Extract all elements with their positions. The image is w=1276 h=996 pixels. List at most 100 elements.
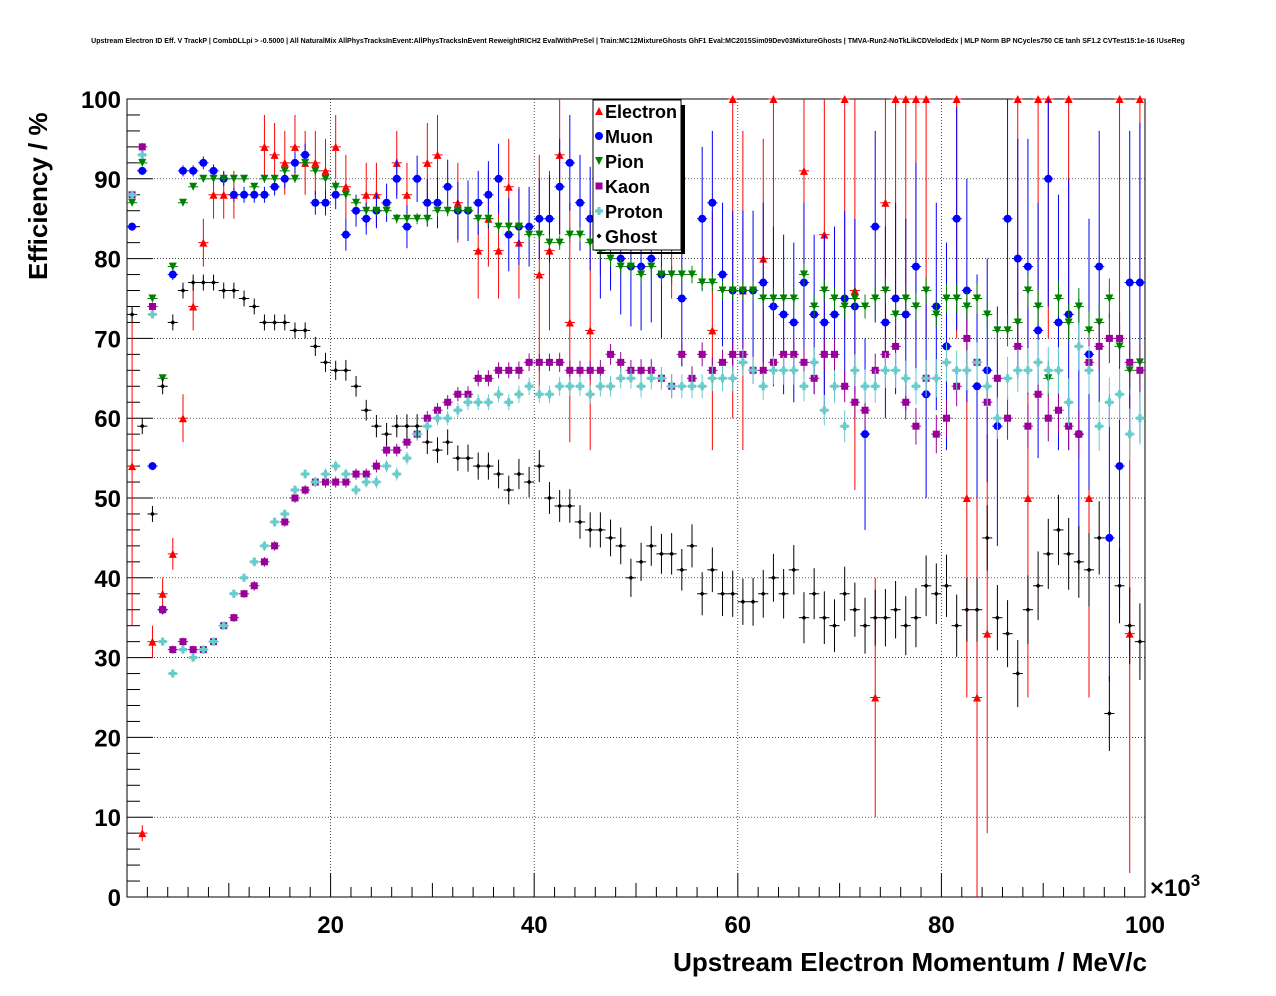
grid-lines: [127, 99, 1145, 897]
ghost-point: [666, 533, 677, 575]
ghost-marker: [200, 280, 206, 286]
proton-marker: [769, 366, 778, 375]
ghost-marker: [730, 591, 736, 597]
proton-point: [615, 367, 626, 389]
proton-point: [188, 653, 199, 662]
ghost-point: [1022, 575, 1034, 645]
ghost-point: [289, 322, 301, 339]
ghost-point: [615, 527, 626, 565]
muon-point: [819, 234, 830, 411]
kaon-point: [931, 415, 942, 454]
ghost-marker: [882, 615, 888, 621]
ghost-marker: [933, 591, 939, 597]
ghost-point: [788, 545, 799, 595]
ghost-point: [656, 533, 667, 574]
proton-marker: [606, 382, 615, 391]
ghost-marker: [526, 479, 532, 485]
pion-marker: [728, 286, 737, 295]
proton-marker: [270, 517, 279, 526]
muon-marker: [718, 270, 727, 279]
muon-marker: [270, 182, 279, 191]
ghost-marker: [1015, 671, 1021, 677]
pion-point: [554, 235, 565, 250]
proton-point: [839, 410, 850, 443]
electron-marker: [1034, 95, 1043, 103]
pion-point: [859, 294, 871, 319]
muon-point: [534, 178, 545, 259]
pion-point: [340, 189, 351, 200]
proton-point: [971, 342, 983, 383]
proton-point: [1012, 348, 1023, 392]
muon-marker: [311, 198, 320, 207]
ghost-marker: [404, 423, 410, 429]
ghost-marker: [465, 455, 471, 461]
proton-marker: [158, 637, 167, 646]
kaon-point: [727, 341, 738, 368]
ghost-marker: [363, 407, 369, 413]
electron-point: [982, 434, 993, 834]
proton-point: [452, 403, 463, 418]
electron-marker: [901, 95, 910, 103]
proton-marker: [1023, 366, 1032, 375]
kaon-point: [697, 342, 708, 367]
proton-marker: [1003, 374, 1012, 383]
ghost-marker: [557, 503, 563, 509]
ghost-point: [951, 594, 962, 657]
proton-point: [1043, 347, 1054, 394]
kaon-marker: [352, 470, 360, 478]
proton-marker: [504, 398, 513, 407]
ghost-point: [493, 459, 504, 489]
ghost-point: [371, 415, 382, 438]
pion-point: [666, 265, 677, 284]
pion-point: [381, 205, 392, 216]
muon-marker: [382, 198, 391, 207]
muon-marker: [301, 150, 310, 159]
muon-point: [707, 130, 718, 275]
muon-marker: [1034, 326, 1043, 335]
ghost-marker: [516, 471, 522, 477]
pion-marker: [677, 270, 686, 279]
pion-point: [238, 174, 250, 183]
ghost-point: [961, 577, 972, 642]
pion-point: [432, 205, 443, 217]
kaon-marker: [932, 430, 940, 438]
ghost-point: [544, 482, 555, 514]
ghost-marker: [546, 495, 552, 501]
muon-marker: [352, 206, 361, 215]
proton-point: [208, 637, 219, 646]
ghost-marker: [740, 599, 746, 605]
electron-marker: [728, 95, 737, 103]
pion-point: [1073, 288, 1084, 325]
ghost-marker: [333, 367, 339, 373]
kaon-point: [564, 360, 575, 380]
pion-point: [1063, 304, 1074, 341]
ghost-marker: [648, 543, 654, 549]
muon-point: [401, 205, 413, 249]
pion-marker: [494, 222, 503, 231]
muon-point: [493, 143, 504, 214]
kaon-point: [849, 386, 860, 419]
kaon-marker: [617, 358, 625, 366]
electron-marker: [219, 190, 228, 199]
kaon-marker: [495, 366, 503, 374]
electron-marker: [871, 693, 880, 702]
electron-marker: [1064, 95, 1073, 103]
ghost-point: [1083, 533, 1095, 607]
proton-marker: [352, 486, 361, 495]
ghost-point: [809, 568, 820, 620]
proton-point: [442, 411, 453, 426]
kaon-point: [473, 370, 484, 387]
proton-point: [870, 369, 881, 404]
ghost-marker: [994, 615, 1000, 621]
x-multiplier: ×103: [1150, 871, 1200, 902]
ghost-marker: [414, 423, 420, 429]
muon-point: [391, 158, 402, 199]
proton-point: [381, 459, 392, 473]
kaon-marker: [362, 470, 370, 478]
proton-marker: [1125, 430, 1134, 439]
ghost-marker: [954, 623, 960, 629]
kaon-marker: [576, 366, 584, 374]
ghost-marker: [811, 591, 817, 597]
pion-point: [676, 265, 687, 284]
kaon-point: [350, 468, 362, 480]
